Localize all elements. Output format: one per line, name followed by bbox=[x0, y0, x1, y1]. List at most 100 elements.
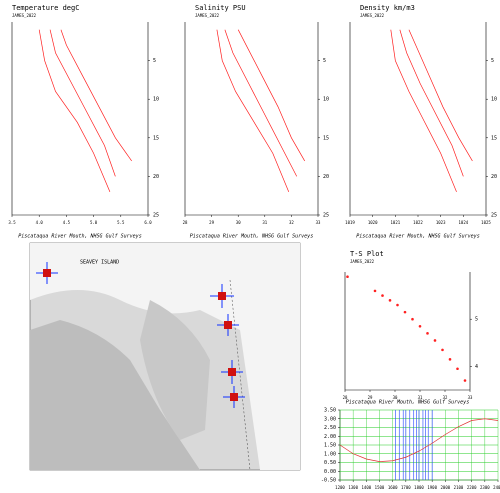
chart-caption: Piscataqua River Mouth, NHSG Gulf Survey… bbox=[190, 234, 313, 240]
y-tick-label: 15 bbox=[153, 135, 159, 141]
x-tick-label: 1500 bbox=[375, 485, 385, 490]
y-tick-label: 10 bbox=[153, 97, 159, 103]
point bbox=[388, 299, 392, 302]
x-tick-label: 1020 bbox=[368, 220, 378, 225]
station bbox=[224, 321, 232, 329]
axis-frame bbox=[11, 22, 149, 216]
station bbox=[230, 393, 238, 401]
x-tick-label: 1300 bbox=[348, 485, 358, 490]
x-tick-label: 5.5 bbox=[117, 220, 125, 225]
x-tick-label: 4.0 bbox=[36, 220, 44, 225]
point bbox=[346, 275, 349, 279]
x-tick-label: 29 bbox=[368, 395, 373, 400]
y-tick-label: 4 bbox=[475, 364, 478, 370]
y-tick-label: -0.50 bbox=[321, 478, 336, 484]
y-tick-label: 5 bbox=[323, 58, 326, 64]
x-tick-label: 33 bbox=[468, 395, 473, 400]
profile-line bbox=[216, 29, 290, 192]
x-tick-label: 1022 bbox=[413, 220, 423, 225]
x-tick-label: 1700 bbox=[401, 485, 411, 490]
point bbox=[441, 348, 444, 352]
x-tick-label: 28 bbox=[343, 395, 348, 400]
x-tick-label: 6.0 bbox=[144, 220, 152, 225]
profile-line bbox=[408, 29, 473, 162]
x-tick-label: 2100 bbox=[454, 485, 464, 490]
y-tick-label: 15 bbox=[323, 135, 329, 141]
chart-map: SEAVEY ISLAND bbox=[29, 242, 301, 471]
x-tick-label: 30 bbox=[236, 220, 241, 225]
chart-subtitle: JAMES_2022 bbox=[195, 13, 220, 18]
y-tick-label: 15 bbox=[491, 135, 497, 141]
y-tick-label: 20 bbox=[323, 174, 329, 180]
map-land bbox=[30, 320, 200, 470]
y-tick-label: 1.00 bbox=[324, 451, 336, 457]
map-land bbox=[140, 300, 210, 440]
x-tick-label: 2200 bbox=[467, 485, 477, 490]
point bbox=[463, 379, 467, 382]
station-squares bbox=[43, 269, 238, 401]
y-tick-label: 5 bbox=[491, 58, 494, 64]
x-tick-label: 29 bbox=[209, 220, 214, 225]
x-tick-label: 2300 bbox=[480, 485, 490, 490]
axis-frame bbox=[344, 272, 471, 391]
profile-line bbox=[38, 29, 111, 192]
station bbox=[218, 292, 226, 300]
point bbox=[411, 317, 414, 321]
y-tick-label: 0.50 bbox=[324, 460, 336, 466]
y-tick-label: 10 bbox=[323, 97, 329, 103]
station bbox=[43, 269, 51, 277]
x-tick-label: 2000 bbox=[441, 485, 451, 490]
chart-caption: Piscataqua River Mouth, NHSG Gulf Survey… bbox=[346, 400, 469, 406]
y-tick-label: 2.50 bbox=[324, 425, 336, 431]
x-tick-label: 4.5 bbox=[63, 220, 71, 225]
point bbox=[396, 303, 399, 307]
y-tick-label: 3.50 bbox=[324, 408, 336, 414]
map-water bbox=[30, 243, 300, 470]
chart-caption: Piscataqua River Mouth, NHSG Gulf Survey… bbox=[18, 234, 141, 240]
chart-subtitle: JAMES_2022 bbox=[360, 13, 385, 18]
x-tick-label: 1400 bbox=[362, 485, 372, 490]
chart-title: Density km/m3 bbox=[360, 4, 415, 12]
profile-line bbox=[49, 29, 116, 177]
x-tick-label: 1025 bbox=[481, 220, 491, 225]
station bbox=[228, 368, 236, 376]
y-tick-label: 25 bbox=[323, 213, 329, 219]
x-tick-label: 1900 bbox=[427, 485, 437, 490]
chart-title: Salinity PSU bbox=[195, 4, 246, 12]
y-tick-label: 20 bbox=[491, 174, 497, 180]
chart-title: Temperature degC bbox=[12, 4, 79, 12]
y-tick-label: 10 bbox=[491, 97, 497, 103]
y-tick-label: 5 bbox=[153, 58, 156, 64]
x-tick-label: 28 bbox=[183, 220, 188, 225]
point bbox=[418, 324, 422, 328]
profile-line bbox=[399, 29, 464, 177]
x-tick-label: 1200 bbox=[335, 485, 345, 490]
y-tick-label: 2.00 bbox=[324, 434, 336, 440]
y-tick-label: 5 bbox=[475, 317, 478, 323]
y-tick-label: 1.50 bbox=[324, 443, 336, 449]
y-tick-label: 0.00 bbox=[324, 469, 336, 475]
y-tick-label: 25 bbox=[153, 213, 159, 219]
chart-subtitle: JAMES_2022 bbox=[12, 13, 37, 18]
x-tick-label: 1023 bbox=[436, 220, 446, 225]
point bbox=[403, 310, 407, 314]
chart-subtitle: JAMES_2022 bbox=[350, 259, 375, 264]
point bbox=[373, 289, 377, 293]
x-tick-label: 30 bbox=[393, 395, 398, 400]
x-tick-label: 1024 bbox=[459, 220, 469, 225]
x-tick-label: 1019 bbox=[345, 220, 355, 225]
point bbox=[381, 294, 384, 297]
x-tick-label: 1600 bbox=[388, 485, 398, 490]
profile-line bbox=[237, 29, 306, 162]
profile-line bbox=[60, 29, 132, 162]
x-tick-label: 32 bbox=[443, 395, 448, 400]
point bbox=[456, 367, 459, 371]
y-tick-label: 25 bbox=[491, 213, 497, 219]
point bbox=[448, 358, 452, 361]
y-tick-label: 20 bbox=[153, 174, 159, 180]
point bbox=[433, 339, 437, 342]
chart-caption: Piscataqua River Mouth, NHSG Gulf Survey… bbox=[356, 234, 479, 240]
x-tick-label: 2400 bbox=[493, 485, 500, 490]
